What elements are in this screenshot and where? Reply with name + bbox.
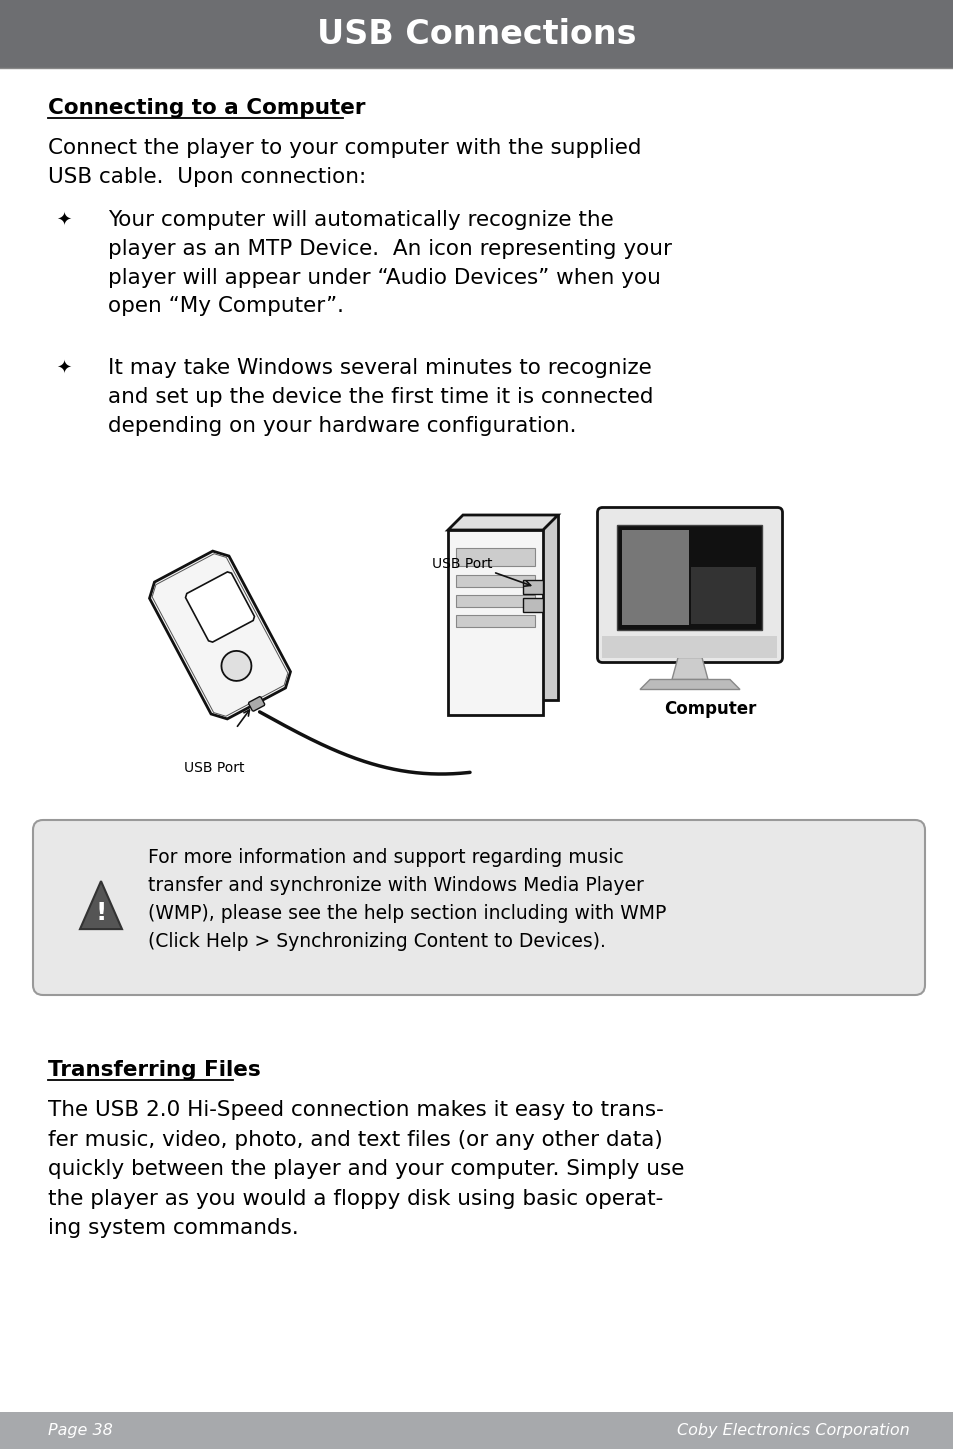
Bar [522, 598, 542, 611]
Polygon shape [80, 881, 122, 929]
Polygon shape [639, 680, 740, 690]
Text: Coby Electronics Corporation: Coby Electronics Corporation [677, 1423, 909, 1437]
Text: Transferring Files: Transferring Files [48, 1061, 260, 1080]
Polygon shape [448, 514, 558, 530]
Text: It may take Windows several minutes to recognize
and set up the device the first: It may take Windows several minutes to r… [108, 358, 653, 436]
Bar [456, 596, 535, 607]
Text: Page 38: Page 38 [48, 1423, 112, 1437]
Polygon shape [249, 697, 264, 711]
Bar [617, 525, 761, 629]
Text: USB Port: USB Port [184, 762, 244, 775]
FancyBboxPatch shape [597, 507, 781, 662]
Bar [0, 0, 953, 68]
Text: Computer: Computer [663, 700, 756, 717]
FancyBboxPatch shape [33, 820, 924, 995]
Polygon shape [462, 514, 558, 700]
Bar [522, 580, 542, 594]
Polygon shape [150, 551, 290, 719]
Text: Connecting to a Computer: Connecting to a Computer [48, 99, 365, 117]
Text: !: ! [95, 901, 107, 926]
Text: USB Connections: USB Connections [317, 17, 636, 51]
Text: USB Port: USB Port [432, 556, 493, 571]
Text: For more information and support regarding music
transfer and synchronize with W: For more information and support regardi… [148, 848, 666, 951]
Bar [691, 567, 756, 625]
Polygon shape [671, 658, 707, 680]
Text: Connect the player to your computer with the supplied
USB cable.  Upon connectio: Connect the player to your computer with… [48, 138, 640, 187]
Bar [456, 548, 535, 567]
Ellipse shape [221, 651, 252, 681]
Polygon shape [448, 530, 542, 714]
Bar [456, 614, 535, 627]
Bar [0, 1411, 953, 1449]
Bar [602, 636, 777, 658]
Text: ✦: ✦ [56, 212, 71, 230]
Bar [456, 575, 535, 587]
Text: The USB 2.0 Hi-Speed connection makes it easy to trans-
fer music, video, photo,: The USB 2.0 Hi-Speed connection makes it… [48, 1100, 683, 1239]
Text: ✦: ✦ [56, 359, 71, 378]
Bar [622, 529, 689, 625]
Polygon shape [185, 572, 254, 642]
Text: Your computer will automatically recognize the
player as an MTP Device.  An icon: Your computer will automatically recogni… [108, 210, 671, 316]
